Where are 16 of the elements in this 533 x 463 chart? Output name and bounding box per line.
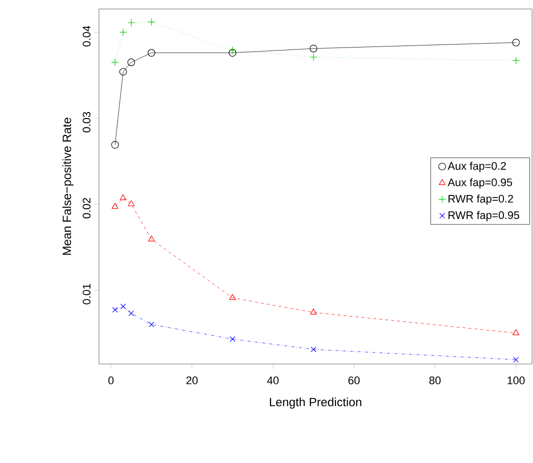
y-tick-label: 0.01 xyxy=(82,284,90,304)
legend-label: Aux fap=0.2 xyxy=(448,162,506,172)
y-tick-label: 0.03 xyxy=(82,112,90,132)
x-axis-title: Length Prediction xyxy=(270,398,362,409)
y-tick-label: 0.04 xyxy=(82,26,90,46)
x-tick-label: 100 xyxy=(508,376,525,384)
legend-label: RWR fap=0.95 xyxy=(448,211,520,222)
x-tick-label: 80 xyxy=(429,376,441,384)
y-axis-title: Mean False−positive Rate xyxy=(62,118,74,255)
legend-label: Aux fap=0.95 xyxy=(448,178,512,188)
y-tick-label: 0.02 xyxy=(82,198,90,218)
x-tick-label: 0 xyxy=(108,376,114,384)
x-tick-label: 20 xyxy=(186,376,198,384)
x-tick-label: 60 xyxy=(348,376,360,384)
x-tick-label: 40 xyxy=(267,376,279,384)
legend-label: RWR fap=0.2 xyxy=(448,194,513,205)
